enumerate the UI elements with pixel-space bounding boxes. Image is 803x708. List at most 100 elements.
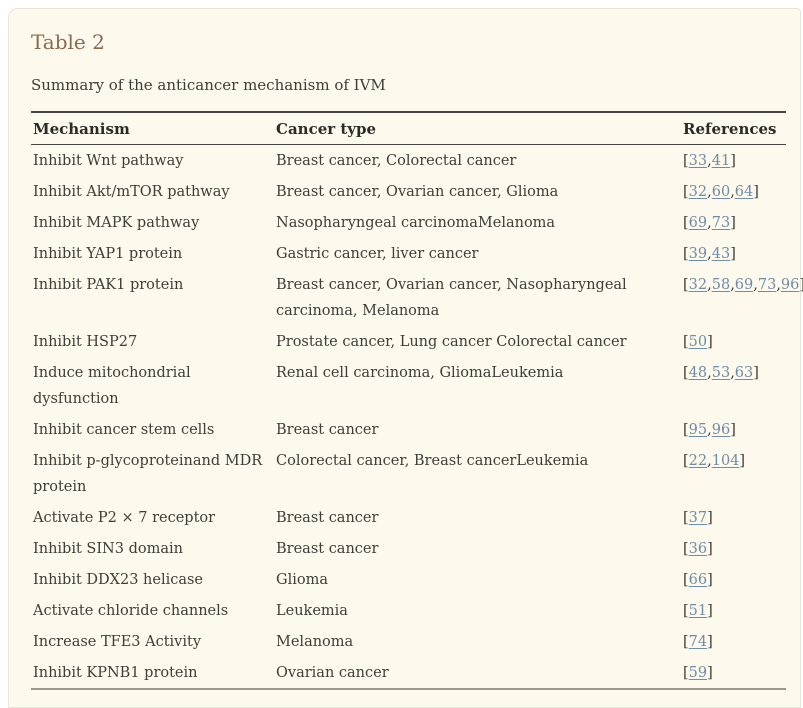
mechanism-cell: Inhibit p-glycoproteinand MDR protein [33,453,263,495]
cancer-type-cell: Breast cancer [276,510,379,526]
mechanism-cell: Inhibit SIN3 domain [33,541,183,557]
mechanism-cell: Inhibit Wnt pathway [33,153,184,169]
table-row: Induce mitochondrial dysfunction Renal ce… [31,357,786,414]
table-row: Activate chloride channels Leukemia [51] [31,595,786,626]
reference-link[interactable]: 33 [688,153,708,169]
reference-link[interactable]: 63 [734,365,754,381]
reference-link[interactable]: 36 [688,541,708,557]
table-row: Inhibit PAK1 protein Breast cancer, Ovari… [31,269,803,326]
references-cell: [22,104] [683,453,746,469]
reference-link[interactable]: 32 [688,184,708,200]
references-cell: [36] [683,541,713,557]
column-header-cancer-type: Cancer type [274,111,681,145]
reference-links: 59 [689,665,707,681]
reference-links: 48,53,63 [688,365,754,381]
reference-link[interactable]: 69 [688,215,708,231]
reference-link[interactable]: 73 [711,215,731,231]
reference-link[interactable]: 50 [688,334,708,350]
reference-link[interactable]: 95 [688,422,708,438]
references-cell: [51] [683,603,713,619]
references-cell: [69,73] [683,215,736,231]
reference-link[interactable]: 32 [688,277,708,293]
reference-link[interactable]: 48 [688,365,708,381]
reference-link[interactable]: 37 [688,510,708,526]
references-cell: [32,60,64] [683,184,759,200]
table-row: Inhibit Akt/mTOR pathway Breast cancer, O… [31,176,786,207]
reference-link[interactable]: 39 [688,246,708,262]
reference-link[interactable]: 64 [734,184,754,200]
reference-link[interactable]: 96 [711,422,731,438]
cancer-type-cell: Breast cancer, Colorectal cancer [276,153,517,169]
reference-links: 22,104 [688,453,740,469]
cancer-type-cell: Breast cancer, Ovarian cancer, Nasophary… [276,277,627,319]
mechanism-cell: Inhibit PAK1 protein [33,277,184,293]
references-cell: [32,58,69,73,96] [683,277,803,293]
cancer-type-cell: Ovarian cancer [274,657,681,690]
table-row: Inhibit p-glycoproteinand MDR protein Col… [31,445,786,502]
reference-links: 51 [689,603,707,619]
reference-links: 50 [689,334,707,350]
table-row: Inhibit KPNB1 protein Ovarian cancer [59] [31,657,786,690]
table-row: Inhibit Wnt pathway Breast cancer, Colore… [31,145,786,177]
reference-links: 32,58,69,73,96 [688,277,800,293]
reference-link[interactable]: 69 [734,277,754,293]
cancer-type-cell: Gastric cancer, liver cancer [276,246,479,262]
table-caption: Summary of the anticancer mechanism of I… [31,76,386,94]
reference-link[interactable]: 73 [757,277,777,293]
reference-links: 66 [689,572,707,588]
table-row: Inhibit MAPK pathway Nasopharyngeal carci… [31,207,786,238]
reference-link[interactable]: 51 [688,603,708,619]
mechanism-cell: Inhibit YAP1 protein [33,246,183,262]
reference-link[interactable]: 41 [711,153,731,169]
reference-link[interactable]: 74 [688,634,708,650]
reference-link[interactable]: 59 [688,665,708,681]
references-cell: [95,96] [683,422,736,438]
cancer-type-cell: Colorectal cancer, Breast cancerLeukemia [276,453,589,469]
reference-link[interactable]: 22 [688,453,708,469]
table-row: Inhibit DDX23 helicase Glioma [66] [31,564,786,595]
references-cell: [48,53,63] [683,365,759,381]
cancer-type-cell: Leukemia [276,603,348,619]
reference-link[interactable]: 43 [711,246,731,262]
reference-links: 39,43 [688,246,731,262]
reference-link[interactable]: 53 [711,365,731,381]
references-cell: [37] [683,510,713,526]
references-cell: [59] [681,657,786,690]
reference-links: 36 [689,541,707,557]
table-header-row: Mechanism Cancer type References [31,111,786,145]
cancer-type-cell: Breast cancer [276,422,379,438]
mechanism-cell: Activate P2 × 7 receptor [33,510,216,526]
reference-links: 33,41 [688,153,731,169]
references-cell: [50] [683,334,713,350]
reference-link[interactable]: 104 [711,453,740,469]
cancer-type-cell: Breast cancer [276,541,379,557]
table-row: Inhibit YAP1 protein Gastric cancer, live… [31,238,786,269]
references-cell: [66] [683,572,713,588]
references-cell: [33,41] [683,153,736,169]
table-row: Inhibit SIN3 domain Breast cancer [36] [31,533,786,564]
mechanism-cell: Increase TFE3 Activity [33,634,202,650]
table-row: Increase TFE3 Activity Melanoma [74] [31,626,786,657]
mechanism-cell: Activate chloride channels [33,603,229,619]
table-panel: Table 2 Summary of the anticancer mechan… [8,8,803,708]
mechanism-cell: Inhibit HSP27 [33,334,138,350]
reference-link[interactable]: 96 [780,277,800,293]
reference-link[interactable]: 66 [688,572,708,588]
cancer-type-cell: Renal cell carcinoma, GliomaLeukemia [276,365,564,381]
cancer-type-cell: Nasopharyngeal carcinomaMelanoma [276,215,556,231]
mechanism-cell: Inhibit DDX23 helicase [33,572,204,588]
reference-links: 32,60,64 [688,184,754,200]
reference-links: 95,96 [688,422,731,438]
mechanism-cell: Inhibit cancer stem cells [33,422,215,438]
table-row: Activate P2 × 7 receptor Breast cancer [37… [31,502,786,533]
reference-link[interactable]: 60 [711,184,731,200]
reference-link[interactable]: 58 [711,277,731,293]
column-header-references: References [681,111,786,145]
mechanism-cell: Induce mitochondrial dysfunction [33,365,191,407]
reference-links: 69,73 [688,215,731,231]
table-row: Inhibit HSP27 Prostate cancer, Lung cance… [31,326,786,357]
column-header-mechanism: Mechanism [31,111,274,145]
cancer-type-cell: Breast cancer, Ovarian cancer, Glioma [276,184,559,200]
reference-links: 37 [689,510,707,526]
cancer-type-cell: Glioma [276,572,328,588]
